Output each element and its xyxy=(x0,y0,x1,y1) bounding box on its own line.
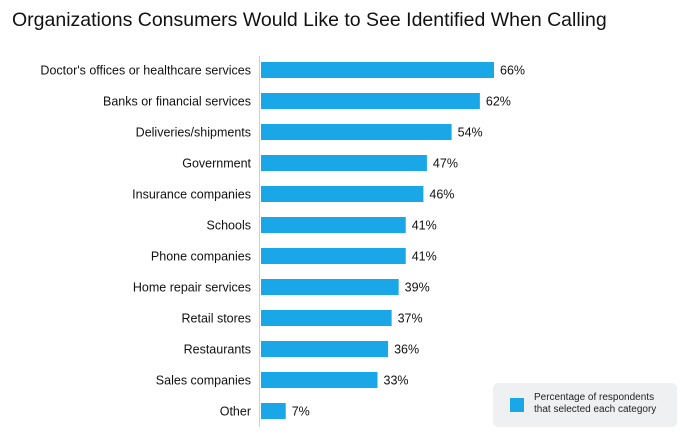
legend-label: Percentage of respondents that selected … xyxy=(534,392,657,415)
value-label: 33% xyxy=(384,374,409,388)
category-label: Doctor's offices or healthcare services xyxy=(40,64,251,78)
bar xyxy=(261,279,399,295)
chart-title: Organizations Consumers Would Like to Se… xyxy=(12,9,607,31)
value-label: 62% xyxy=(486,95,511,109)
bar xyxy=(261,217,406,233)
value-label: 41% xyxy=(412,250,437,264)
value-label: 37% xyxy=(398,312,423,326)
bar xyxy=(261,310,392,326)
bar xyxy=(261,93,480,109)
bar xyxy=(261,155,427,171)
category-label: Banks or financial services xyxy=(103,95,251,109)
legend-swatch xyxy=(510,398,524,412)
value-label: 54% xyxy=(458,126,483,140)
category-label: Home repair services xyxy=(133,281,251,295)
value-label: 39% xyxy=(405,281,430,295)
bar xyxy=(261,186,424,202)
value-label: 47% xyxy=(433,157,458,171)
value-label: 66% xyxy=(500,64,525,78)
bars-layer: Doctor's offices or healthcare services 6… xyxy=(40,62,525,419)
bar xyxy=(261,403,286,419)
bar xyxy=(261,62,494,78)
category-label: Sales companies xyxy=(156,374,251,388)
category-label: Government xyxy=(182,157,251,171)
category-label: Insurance companies xyxy=(132,188,251,202)
legend: Percentage of respondents that selected … xyxy=(493,383,677,427)
value-label: 36% xyxy=(394,343,419,357)
value-label: 46% xyxy=(429,188,454,202)
category-label: Deliveries/shipments xyxy=(136,126,251,140)
category-label: Restaurants xyxy=(184,343,251,357)
bar xyxy=(261,124,452,140)
category-label: Schools xyxy=(207,219,251,233)
value-label: 7% xyxy=(292,405,310,419)
bar xyxy=(261,248,406,264)
category-label: Phone companies xyxy=(151,250,251,264)
bar xyxy=(261,341,389,357)
value-label: 41% xyxy=(412,219,437,233)
category-label: Other xyxy=(220,405,251,419)
bar xyxy=(261,372,378,388)
category-label: Retail stores xyxy=(182,312,251,326)
